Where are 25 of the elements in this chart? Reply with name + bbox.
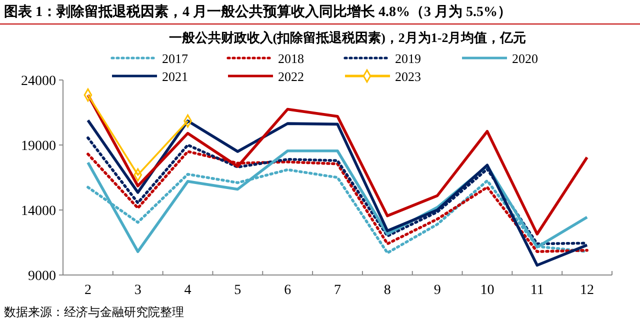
x-tick-label: 10 <box>480 283 494 298</box>
x-tick-label: 7 <box>334 283 341 298</box>
legend-label: 2023 <box>395 69 421 84</box>
legend-label: 2020 <box>512 51 538 66</box>
chart-title: 图表 1：剥除留抵退税因素，4 月一般公共预算收入同比增长 4.8%（3 月为 5.5%） <box>4 3 512 20</box>
y-tick-label: 19000 <box>21 139 56 154</box>
legend-label: 2021 <box>162 69 188 84</box>
y-tick-label: 24000 <box>21 74 56 89</box>
x-tick-label: 4 <box>184 283 192 298</box>
x-tick-label: 2 <box>84 283 92 298</box>
x-tick-label: 8 <box>384 283 391 298</box>
y-tick-label: 14000 <box>21 204 56 219</box>
x-tick-label: 9 <box>434 283 441 298</box>
x-tick-label: 3 <box>134 283 142 298</box>
x-tick-label: 6 <box>284 283 292 298</box>
legend-label: 2022 <box>278 69 304 84</box>
x-tick-label: 12 <box>580 283 594 298</box>
x-tick-label: 11 <box>530 283 544 298</box>
chart-subtitle: 一般公共财政收入(扣除留抵退税因素)，2月为1-2月均值，亿元 <box>168 30 526 45</box>
legend-label: 2019 <box>395 51 421 66</box>
x-tick-label: 5 <box>234 283 242 298</box>
legend-label: 2017 <box>162 51 188 66</box>
legend-label: 2018 <box>278 51 304 66</box>
source-note: 数据来源：经济与金融研究院整理 <box>4 305 184 319</box>
y-tick-label: 9000 <box>28 269 56 284</box>
